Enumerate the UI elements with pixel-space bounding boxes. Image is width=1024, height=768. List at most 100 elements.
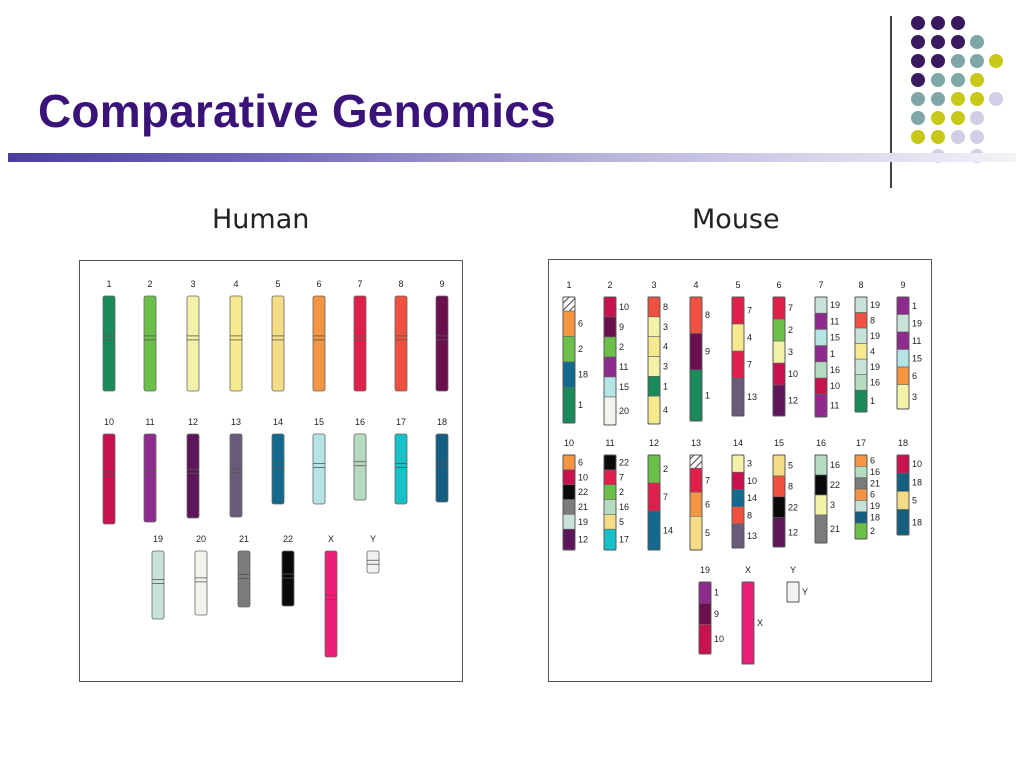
mouse-chromosome-outline (786, 581, 800, 603)
mouse-chromosome-11: 11 22 7 2 16 5 17 (603, 438, 629, 551)
decorative-dot (951, 16, 965, 30)
decorative-dot (931, 54, 945, 68)
mouse-chromosome-segment (772, 475, 786, 498)
segment-origin-label: 10 (714, 634, 724, 644)
decorative-dot (951, 111, 965, 125)
mouse-chromosome-segment (814, 345, 828, 363)
mouse-chromosome-label: 9 (900, 280, 905, 290)
mouse-chromosome-segment (689, 516, 703, 551)
human-chromosome-body (394, 433, 408, 505)
human-chromosome-16: 16 (353, 417, 367, 501)
mouse-chromosome-label: 2 (607, 280, 612, 290)
segment-origin-label: 6 (578, 319, 583, 329)
human-chromosome-body (194, 550, 208, 616)
segment-origin-label: 7 (619, 472, 624, 482)
human-chromosome-11: 11 (143, 417, 157, 523)
mouse-chromosome-label: 10 (564, 438, 574, 448)
human-chromosome-body (237, 550, 251, 608)
decorative-dot (951, 35, 965, 49)
mouse-chromosome-Y: YY (786, 565, 808, 603)
segment-origin-label: 16 (619, 502, 629, 512)
mouse-chromosome-3: 3 8 3 4 3 1 4 (647, 280, 668, 425)
decorative-dot (931, 35, 945, 49)
segment-origin-label: 12 (788, 527, 798, 537)
mouse-chromosome-segment (647, 356, 661, 377)
decorative-dot (970, 73, 984, 87)
segment-origin-label: 15 (619, 382, 629, 392)
human-chromosome-label: 1 (106, 279, 111, 289)
decorative-dot (911, 92, 925, 106)
mouse-chromosome-segment (854, 511, 868, 524)
segment-origin-label: 4 (663, 405, 668, 415)
dot-grid-group (911, 16, 1003, 163)
mouse-chromosome-segment (854, 466, 868, 479)
segment-origin-label: 1 (714, 588, 719, 598)
segment-origin-label: 10 (830, 381, 840, 391)
mouse-chromosome-segment (854, 343, 868, 360)
mouse-chromosome-segment (896, 454, 910, 474)
human-chromosome-13: 13 (229, 417, 243, 518)
decorative-dot (970, 54, 984, 68)
segment-origin-label: 21 (830, 524, 840, 534)
segment-origin-label: 10 (788, 369, 798, 379)
decorative-dot (951, 54, 965, 68)
mouse-chromosome-2: 2 10 9 2 11 15 20 (603, 280, 629, 426)
segment-origin-label: 22 (578, 487, 588, 497)
segment-origin-label: 14 (747, 493, 757, 503)
segment-origin-label: Y (802, 587, 808, 597)
segment-origin-label: 4 (747, 333, 752, 343)
segment-origin-label: 19 (870, 362, 880, 372)
mouse-chromosome-outline (896, 296, 910, 410)
segment-origin-label: 22 (619, 457, 629, 467)
human-chromosome-18: 18 (435, 417, 449, 503)
human-chromosome-label: 13 (231, 417, 241, 427)
mouse-chromosome-segment (854, 488, 868, 501)
decorative-dot (970, 111, 984, 125)
human-chromosome-label: 20 (196, 534, 206, 544)
mouse-chromosome-segment (731, 489, 745, 507)
mouse-chromosome-segment (698, 581, 712, 604)
mouse-chromosome-segment (562, 361, 576, 388)
segment-origin-label: 14 (663, 525, 673, 535)
mouse-chromosome-label: 5 (735, 280, 740, 290)
mouse-chromosome-18: 18 10 18 5 18 (896, 438, 922, 536)
mouse-chromosome-segment (854, 296, 868, 313)
segment-origin-label: 11 (830, 316, 839, 326)
decorative-dot (911, 130, 925, 144)
mouse-chromosome-segment (814, 494, 828, 516)
segment-origin-label: 6 (912, 371, 917, 381)
decorative-dot (989, 92, 1003, 106)
mouse-chromosome-segment (814, 329, 828, 346)
decorative-dot (911, 54, 925, 68)
mouse-chromosome-outline (854, 296, 868, 413)
mouse-chromosome-outline (772, 454, 786, 548)
human-chromosome-8: 8 (394, 279, 408, 392)
segment-origin-label: X (757, 618, 763, 628)
segment-origin-label: 9 (619, 322, 624, 332)
human-chromosome-label: 8 (398, 279, 403, 289)
segment-origin-label: 2 (663, 464, 668, 474)
segment-origin-label: 6 (705, 499, 710, 509)
mouse-chromosome-outline (731, 454, 745, 549)
mouse-chromosome-label: X (745, 565, 751, 575)
mouse-chromosome-label: 7 (818, 280, 823, 290)
human-chromosome-body (102, 433, 116, 525)
mouse-chromosome-segment (772, 454, 786, 477)
mouse-chromosome-outline (562, 296, 576, 424)
mouse-chromosome-segment (731, 454, 745, 473)
human-chromosome-label: 21 (239, 534, 249, 544)
mouse-chromosome-segment (896, 331, 910, 350)
mouse-chromosome-segment (603, 296, 617, 318)
mouse-chromosome-segment (772, 340, 786, 364)
segment-origin-label: 17 (619, 535, 629, 545)
human-chromosome-body (229, 295, 243, 392)
human-chromosome-15: 15 (312, 417, 326, 505)
segment-origin-label: 8 (747, 510, 752, 520)
human-chromosome-label: 9 (439, 279, 444, 289)
mouse-chromosome-outline (647, 296, 661, 425)
mouse-chromosome-14: 14 3 10 14 8 13 (731, 438, 757, 549)
mouse-chromosome-segment (896, 296, 910, 315)
segment-origin-label: 7 (747, 306, 752, 316)
segment-origin-label: 6 (578, 457, 583, 467)
